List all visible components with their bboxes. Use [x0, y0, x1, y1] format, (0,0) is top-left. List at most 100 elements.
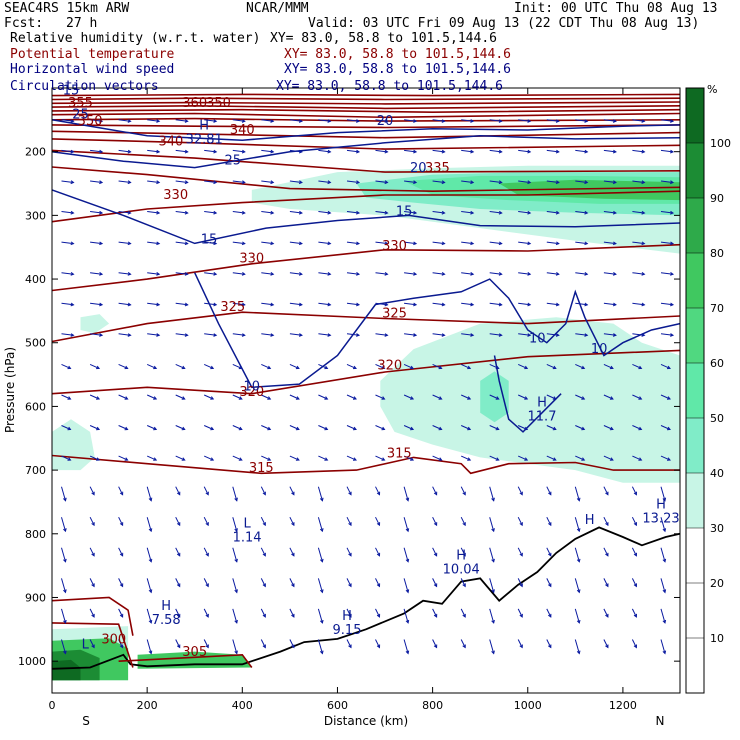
wind-vector-head	[124, 426, 129, 431]
wind-vector-head	[470, 271, 475, 276]
terrain	[51, 526, 681, 670]
wind-vector-head	[384, 333, 389, 337]
wind-vector	[632, 455, 642, 461]
wind-vector	[232, 363, 243, 369]
wind-vector	[375, 455, 385, 461]
wind-vector	[489, 149, 502, 153]
wind-vector-head	[324, 457, 329, 461]
wind-vector-head	[584, 149, 589, 154]
wind-vector-head	[91, 522, 95, 527]
wind-vector-head	[148, 497, 153, 502]
wind-vector-head	[498, 333, 503, 337]
wind-vector	[203, 578, 209, 587]
theta-contour-line	[118, 653, 253, 668]
wind-vector-head	[262, 613, 266, 618]
wind-vector-head	[581, 365, 586, 370]
wind-vector	[147, 119, 160, 122]
wind-vector-head	[184, 149, 189, 154]
wind-vector	[118, 578, 124, 587]
wind-vector	[603, 486, 609, 495]
wind-vector	[404, 180, 417, 183]
wind-vector	[432, 149, 445, 153]
wind-vector	[61, 241, 74, 245]
wind-vector	[90, 241, 103, 245]
theta-label: 305	[182, 645, 207, 660]
wind-vector-head	[584, 241, 589, 246]
wind-vector-head	[641, 241, 646, 246]
wind-vector-head	[241, 149, 246, 154]
wind-vector	[289, 547, 295, 557]
wind-vector	[118, 608, 124, 618]
wind-vector-head	[641, 210, 646, 215]
extremum-value: 7.58	[152, 613, 181, 628]
theta-label: 330	[382, 239, 407, 254]
fcst-value: 27 h	[66, 16, 97, 31]
wind-vector	[261, 302, 274, 306]
wind-vector	[432, 333, 445, 336]
wind-vector-head	[205, 552, 209, 557]
wind-vector	[432, 394, 442, 400]
wind-vector-head	[67, 457, 72, 461]
rh-shade-region	[52, 659, 81, 681]
wind-vector-head	[298, 302, 303, 307]
theta-label: 320	[377, 359, 402, 374]
wind-vector-head	[609, 365, 614, 370]
wind-vector-head	[127, 302, 132, 307]
wind-vector-head	[495, 426, 500, 431]
wind-vector	[489, 608, 495, 624]
wind-vector	[204, 119, 217, 122]
wind-vector	[89, 486, 95, 495]
wind-vector-head	[384, 149, 389, 154]
wind-vector-head	[498, 210, 503, 215]
wind-vector	[175, 516, 181, 526]
wind-vector-head	[234, 619, 238, 624]
theta-contour-line	[51, 454, 680, 475]
wind-vector-head	[241, 272, 246, 276]
wind-vector-head	[356, 180, 361, 185]
wind-vector-head	[127, 180, 132, 185]
theta-label: 340	[230, 123, 255, 138]
wind-vector	[461, 241, 474, 245]
wind-vector	[318, 272, 331, 275]
wind-vector	[289, 241, 302, 245]
wind-vector-head	[352, 426, 357, 431]
wind-vector	[232, 272, 245, 275]
wind-vector-head	[327, 241, 332, 246]
wind-vector-head	[270, 333, 275, 337]
wind-vector	[318, 149, 331, 153]
wind-vector-head	[291, 613, 295, 618]
wind-vector	[546, 486, 552, 495]
wind-vector-head	[405, 619, 410, 624]
wind-vector-head	[405, 558, 410, 563]
wind-vector	[261, 180, 274, 183]
wind-vector-head	[156, 271, 161, 276]
wind-vector-head	[319, 619, 324, 624]
wind-vector-head	[467, 426, 472, 431]
wind-vector	[517, 516, 523, 526]
wind-vector	[146, 363, 157, 369]
wind-vector	[346, 455, 357, 461]
wind-vector-head	[470, 241, 475, 246]
wind-vector	[460, 394, 471, 400]
wind-vector-head	[213, 241, 218, 246]
wind-vector	[261, 333, 274, 336]
wind-vector-head	[124, 365, 129, 370]
wind-vector	[318, 302, 331, 306]
wind-vector	[203, 486, 209, 495]
wind-vector-head	[127, 119, 132, 123]
wind-vector	[404, 272, 417, 275]
wind-vector-head	[410, 457, 415, 461]
wind-vector	[631, 578, 637, 587]
wind-vector	[375, 547, 380, 557]
wind-vector-head	[153, 457, 158, 461]
wind-contour-line	[51, 119, 681, 141]
wind-vector	[432, 180, 445, 183]
wind-vector	[61, 486, 66, 501]
wind-vector	[631, 547, 637, 557]
wind-vector-head	[156, 180, 161, 185]
wind-vector	[432, 639, 438, 648]
wind-vector	[546, 149, 559, 153]
wind-vector-head	[662, 619, 667, 624]
wind-vector-head	[156, 210, 161, 215]
